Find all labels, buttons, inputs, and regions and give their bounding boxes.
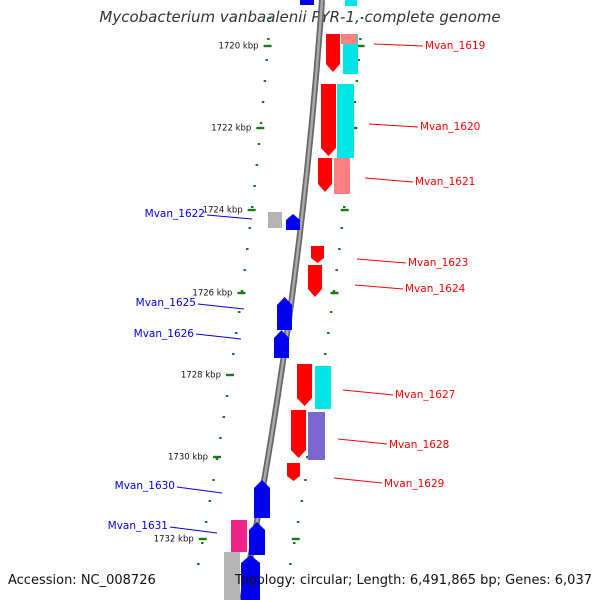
genome-summary-text: Topology: circular; Length: 6,491,865 bp… [234,573,592,588]
gene-label-Mvan_1619: Mvan_1619 [425,40,485,52]
kbp-label: 1720 kbp [218,42,258,52]
gene-label-Mvan_1625: Mvan_1625 [136,297,196,309]
category-block [334,158,350,194]
category-block [337,84,354,158]
gene-label-Mvan_1626: Mvan_1626 [134,328,195,340]
partial-reverse-gene [241,555,260,600]
gene-label-leader [206,214,253,220]
gene-label-leader [195,333,242,340]
gene-label-Mvan_1630: Mvan_1630 [115,480,175,492]
gene-label-leader [176,486,223,494]
category-block [341,34,357,44]
kbp-label: 1730 kbp [168,453,208,463]
gene-label-Mvan_1631: Mvan_1631 [108,520,168,532]
gene-Mvan_1626 [274,330,289,358]
category-block [224,552,240,600]
gene-label-Mvan_1620: Mvan_1620 [420,121,480,133]
gene-Mvan_1628 [291,410,306,458]
gene-Mvan_1631 [249,522,265,555]
gene-label-leader [373,43,424,47]
gene-label-leader [354,284,404,290]
gene-label-Mvan_1629: Mvan_1629 [384,478,444,490]
gene-Mvan_1620 [321,84,336,156]
category-block [231,520,247,552]
gene-label-Mvan_1621: Mvan_1621 [415,176,475,188]
gene-Mvan_1629 [287,463,300,481]
kbp-label: 1726 kbp [192,289,232,299]
category-block [315,366,331,409]
gene-label-Mvan_1623: Mvan_1623 [408,257,468,269]
kbp-label: 1732 kbp [154,535,194,545]
gene-features [224,0,358,600]
gene-label-leader [197,303,245,310]
gene-label-leader [356,258,407,264]
gene-Mvan_1630 [254,480,270,518]
gene-label-Mvan_1624: Mvan_1624 [405,283,466,295]
gene-Mvan_1622 [286,214,300,230]
gene-Mvan_1621 [318,158,332,192]
gene-label-leader [342,389,394,396]
gene-label-leader [364,177,414,183]
gene-Mvan_1623 [311,246,324,263]
category-block [268,212,282,228]
kbp-label: 1728 kbp [181,371,221,381]
gene-Mvan_1627 [297,364,312,406]
gene-Mvan_1625 [277,297,292,330]
gene-Mvan_1624 [308,265,322,297]
partial-reverse-gene [300,0,314,5]
gene-label-leader [368,123,419,128]
map-title: Mycobacterium vanbaalenii PYR-1, complet… [99,8,501,26]
accession-text: Accession: NC_008726 [8,573,156,588]
gene-label-leader [333,477,383,484]
gene-label-Mvan_1628: Mvan_1628 [389,439,449,451]
gene-label-leader [337,438,388,445]
category-block [308,412,325,460]
partial-cyan-block [345,0,357,6]
kbp-label: 1722 kbp [211,124,251,134]
gene-Mvan_1619 [326,34,340,72]
kbp-label: 1724 kbp [203,206,243,216]
gene-labels: Mvan_1619 Mvan_1620 Mvan_1621 Mvan_1623 Mvan… [108,40,485,534]
gene-label-Mvan_1622: Mvan_1622 [145,208,205,220]
gene-label-leader [169,526,218,534]
gene-label-Mvan_1627: Mvan_1627 [395,389,455,401]
